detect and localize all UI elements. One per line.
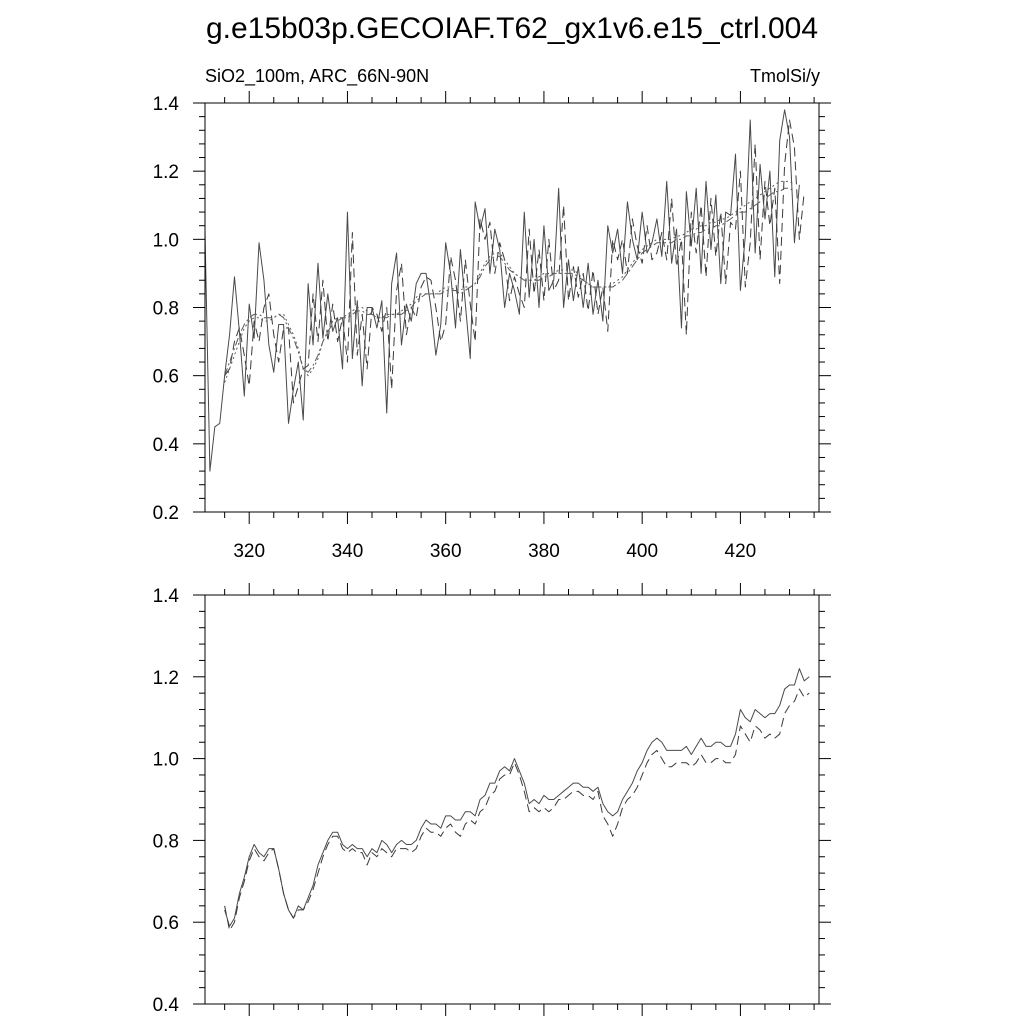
bottom-series-solid-line xyxy=(224,668,810,927)
bottom-plot-panel: 0.4 0.6 0.8 1.0 1.2 1.4 xyxy=(153,583,831,1016)
top-series-dashdot-line xyxy=(224,187,795,376)
top-plot-frame xyxy=(204,102,820,513)
bottom-series-dashed-line xyxy=(224,688,810,931)
top-series-solid-line xyxy=(204,109,800,472)
top-y-tick-label: 0.2 xyxy=(153,503,179,524)
bottom-y-tick-label: 1.0 xyxy=(153,750,179,771)
figure-title: g.e15b03p.GECOIAF.T62_gx1v6.e15_ctrl.004 xyxy=(206,12,818,45)
top-y-tick-label: 0.8 xyxy=(153,299,179,320)
top-series-dashed-line xyxy=(224,119,805,404)
top-x-tick-label: 340 xyxy=(332,541,364,562)
top-x-tick-label: 420 xyxy=(725,541,757,562)
top-x-tick-label: 320 xyxy=(233,541,265,562)
bottom-plot-frame xyxy=(204,594,820,1005)
bottom-y-tick-label: 0.8 xyxy=(153,831,179,852)
top-x-tick-label: 360 xyxy=(430,541,462,562)
bottom-y-tick-label: 1.4 xyxy=(153,586,180,607)
top-y-tick-label: 0.4 xyxy=(153,435,180,456)
bottom-y-tick-label: 0.6 xyxy=(153,913,179,934)
top-series-dotted-line xyxy=(224,180,795,383)
top-y-tick-label: 0.6 xyxy=(153,367,179,388)
top-subtitle-right: TmolSi/y xyxy=(750,66,820,86)
bottom-y-tick-label: 0.4 xyxy=(153,995,180,1016)
top-plot-panel: 320 340 360 380 400 420 0.2 0.4 0.6 0.8 1.0 1.2 1.4 xyxy=(153,91,831,562)
top-y-tick-label: 1.2 xyxy=(153,162,179,183)
bottom-y-tick-label: 1.2 xyxy=(153,668,179,689)
top-y-tick-label: 1.0 xyxy=(153,230,179,251)
top-x-tick-label: 380 xyxy=(528,541,560,562)
top-y-tick-label: 1.4 xyxy=(153,94,180,115)
top-subtitle-left: SiO2_100m, ARC_66N-90N xyxy=(205,66,429,87)
top-x-tick-label: 400 xyxy=(626,541,658,562)
